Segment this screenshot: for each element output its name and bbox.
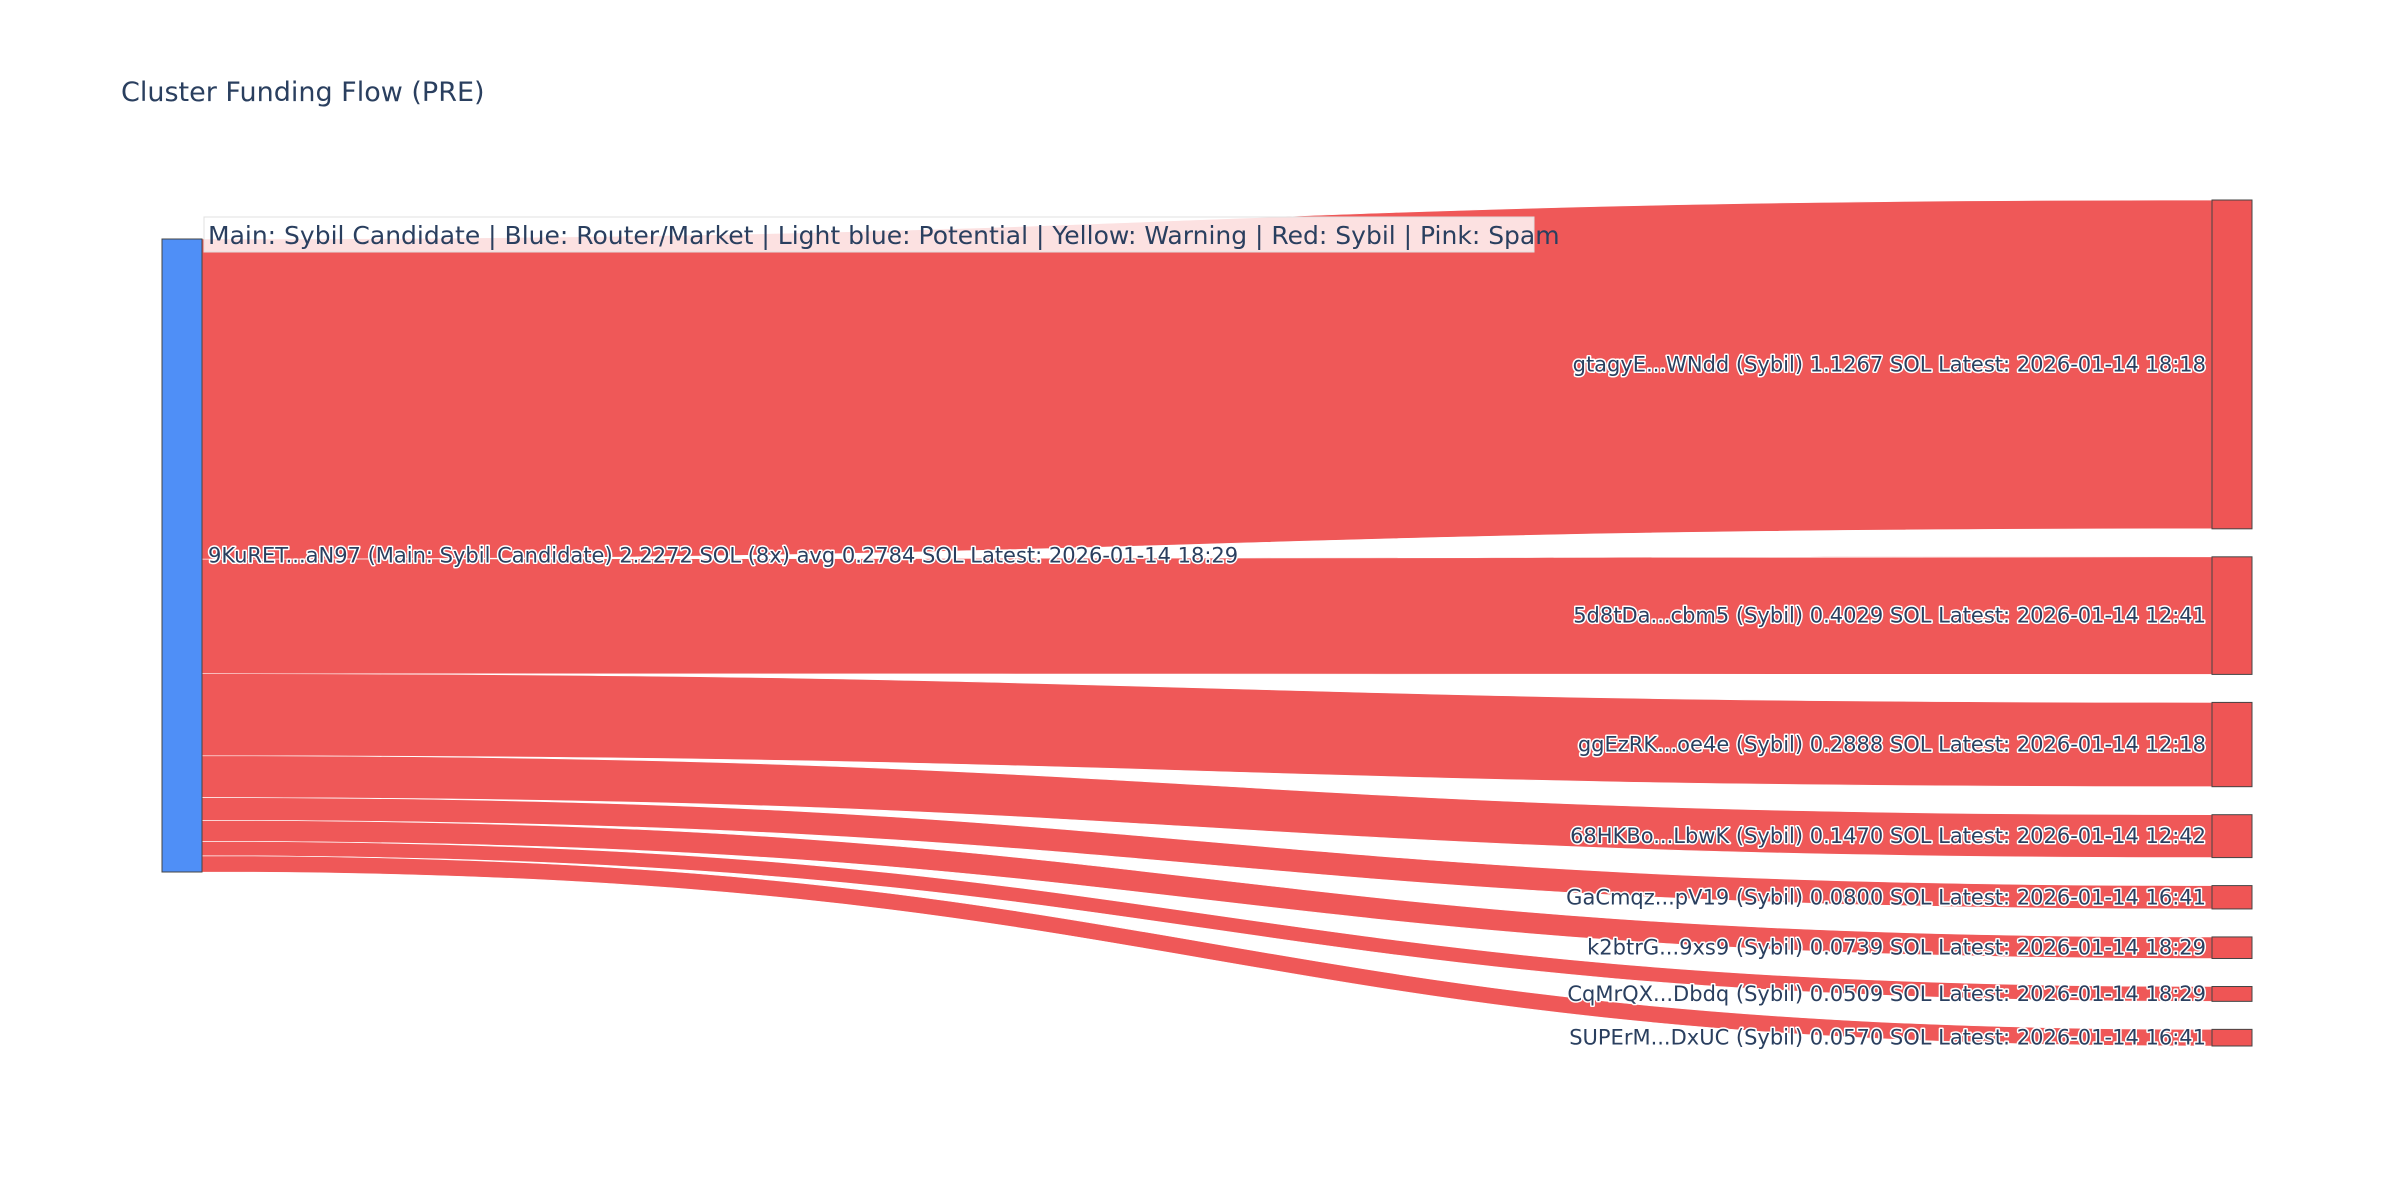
target-label-1: gtagyE...WNdd (Sybil) 1.1267 SOL Latest:… <box>1573 352 2206 376</box>
flow-link-1[interactable] <box>201 199 2213 560</box>
chart-title: Cluster Funding Flow (PRE) <box>121 77 485 108</box>
target-label-6: k2btrG...9xs9 (Sybil) 0.0739 SOL Latest:… <box>1587 936 2206 960</box>
target-node-5[interactable] <box>2211 885 2253 910</box>
target-node-3[interactable] <box>2211 701 2253 788</box>
flow-nodes <box>161 199 2253 1047</box>
target-label-5: GaCmqz...pV19 (Sybil) 0.0800 SOL Latest:… <box>1566 885 2206 909</box>
target-label-8: SUPErM...DxUC (Sybil) 0.0570 SOL Latest:… <box>1569 1026 2206 1050</box>
target-label-3: ggEzRK...oe4e (Sybil) 0.2888 SOL Latest:… <box>1578 733 2206 757</box>
target-node-6[interactable] <box>2211 936 2253 960</box>
source-label: 9KuRET...aN97 (Main: Sybil Candidate) 2.… <box>208 544 1238 568</box>
target-node-2[interactable] <box>2211 556 2253 675</box>
target-node-4[interactable] <box>2211 814 2253 859</box>
source-node[interactable] <box>161 238 203 873</box>
target-label-7: CqMrQX...Dbdq (Sybil) 0.0509 SOL Latest:… <box>1567 982 2206 1006</box>
target-node-8[interactable] <box>2211 1028 2253 1047</box>
flow-links <box>201 199 2213 1047</box>
legend-box <box>203 216 1535 253</box>
legend-text: Main: Sybil Candidate | Blue: Router/Mar… <box>208 221 1560 250</box>
target-node-7[interactable] <box>2211 986 2253 1002</box>
node-labels: gtagyE...WNdd (Sybil) 1.1267 SOL Latest:… <box>207 351 2208 1051</box>
target-node-1[interactable] <box>2211 199 2253 530</box>
target-label-2: 5d8tDa...cbm5 (Sybil) 0.4029 SOL Latest:… <box>1573 604 2206 628</box>
target-label-4: 68HKBo...LbwK (Sybil) 0.1470 SOL Latest:… <box>1570 824 2206 848</box>
